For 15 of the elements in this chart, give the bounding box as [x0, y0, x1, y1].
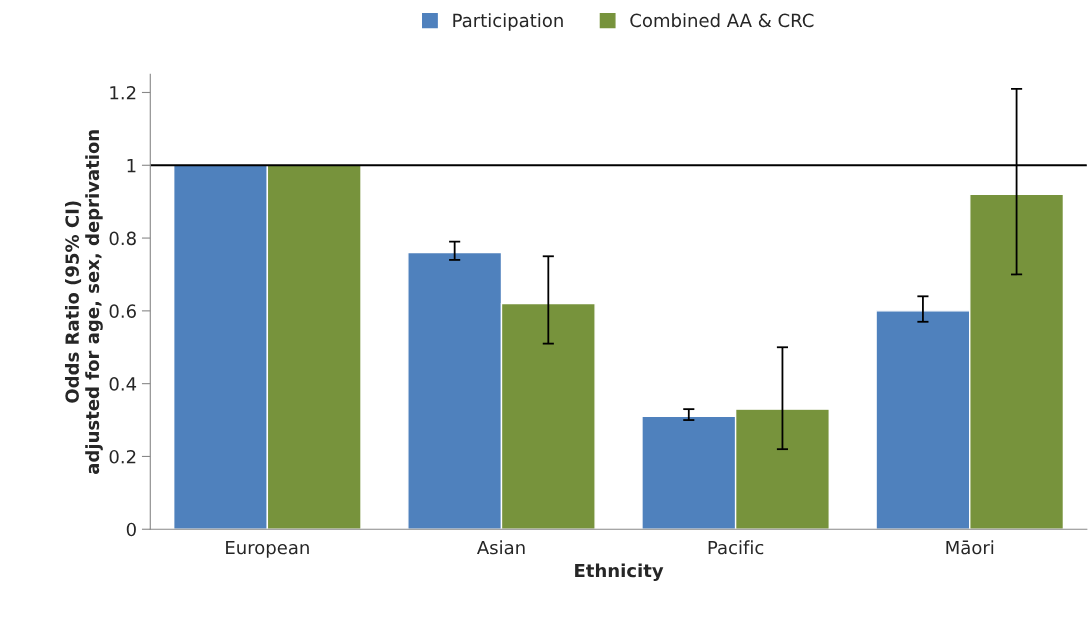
y-tick-label: 0.2: [109, 449, 136, 464]
x-tick-label: Asian: [476, 540, 525, 555]
legend-label: Combined AA & CRC: [630, 13, 814, 28]
x-tick-label: Māori: [946, 540, 994, 555]
y-tick-label: 1: [127, 158, 136, 173]
x-tick-label: European: [226, 540, 309, 558]
y-tick-label: 0.8: [109, 231, 136, 246]
y-tick-label: 0.6: [109, 304, 136, 318]
legend-label: Participation: [453, 13, 563, 31]
y-tick-label: 0.4: [109, 377, 137, 391]
x-tick-label: Pacific: [708, 540, 764, 555]
y-axis-title: Odds Ratio (95% CI) adjusted for age, sex, deprivation: [64, 130, 103, 474]
x-axis-title: Ethnicity: [575, 563, 664, 581]
y-tick-label: 1.2: [110, 85, 136, 100]
y-tick-label: 0: [126, 522, 136, 537]
